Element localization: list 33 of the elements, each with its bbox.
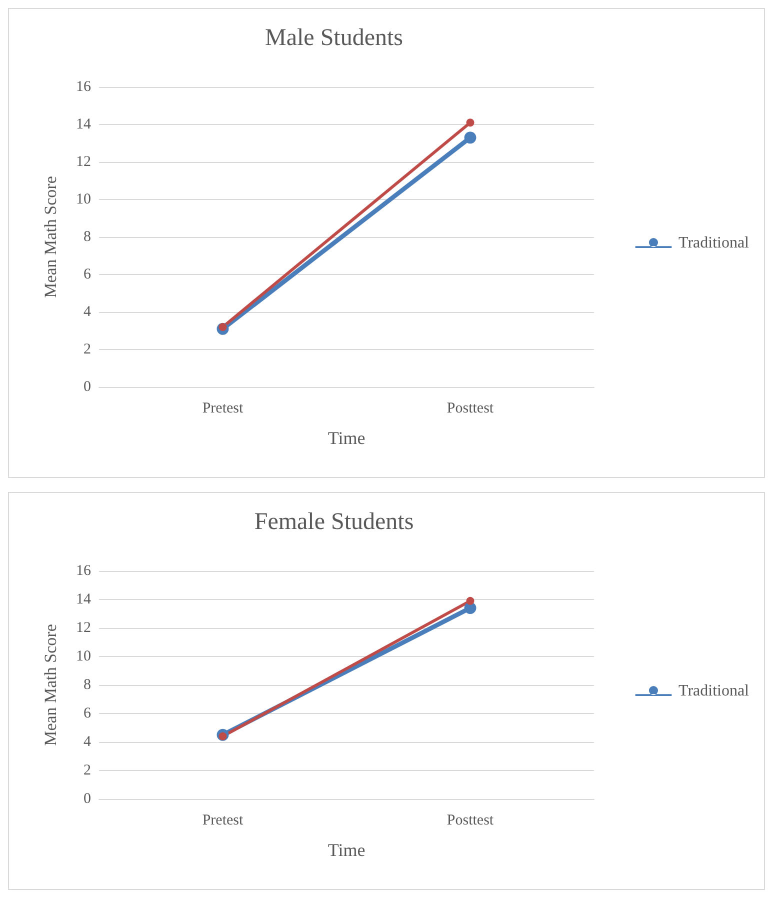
y-tick-label: 8	[84, 229, 91, 245]
y-tick-label: 4	[84, 734, 92, 750]
chart-title: Female Students	[254, 509, 414, 535]
x-tick-label: Posttest	[446, 812, 494, 828]
x-tick-label: Pretest	[202, 400, 244, 416]
chart-title: Male Students	[265, 25, 403, 51]
y-tick-label: 10	[76, 192, 91, 208]
x-axis-title: Time	[328, 840, 366, 860]
y-tick-label: 2	[84, 342, 91, 358]
x-tick-label: Pretest	[202, 812, 244, 828]
x-axis-title: Time	[328, 428, 366, 448]
legend-label: Traditional	[678, 682, 750, 700]
y-tick-label: 6	[84, 266, 92, 282]
y-tick-label: 14	[76, 592, 92, 608]
point	[466, 596, 474, 605]
y-tick-label: 0	[84, 379, 91, 395]
y-tick-label: 6	[84, 706, 92, 722]
y-tick-label: 12	[76, 154, 91, 170]
y-tick-label: 10	[76, 648, 91, 664]
point	[466, 118, 474, 127]
legend-label: Traditional	[678, 234, 750, 252]
y-axis-title: Mean Math Score	[41, 176, 60, 298]
y-tick-label: 4	[84, 304, 92, 320]
x-tick-label: Posttest	[446, 400, 494, 416]
y-tick-label: 16	[76, 79, 92, 95]
y-tick-label: 8	[84, 677, 91, 693]
y-tick-label: 12	[76, 620, 91, 636]
point	[464, 132, 476, 144]
y-axis-title: Mean Math Score	[41, 624, 60, 746]
y-tick-label: 16	[76, 563, 92, 579]
y-tick-label: 0	[84, 791, 91, 807]
y-tick-label: 14	[76, 116, 92, 132]
y-tick-label: 2	[84, 762, 91, 778]
